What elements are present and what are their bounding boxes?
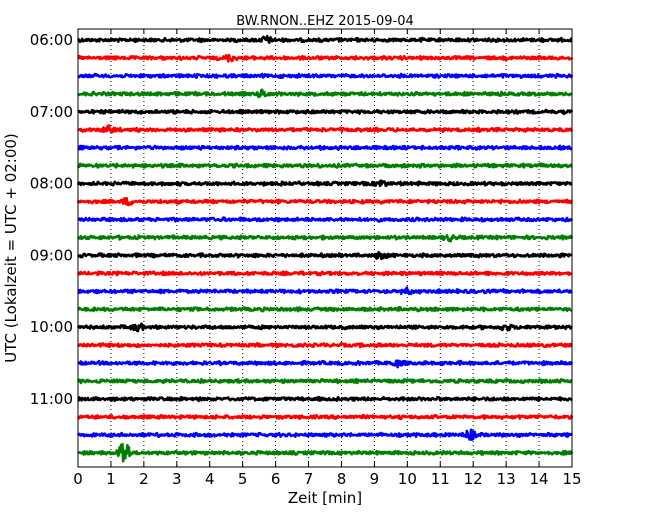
seismic-trace <box>77 341 573 349</box>
x-tick-label: 2 <box>139 470 149 488</box>
trace-group <box>76 34 574 463</box>
seismic-trace <box>76 322 573 333</box>
seismic-trace <box>76 162 573 169</box>
x-tick-label: 5 <box>238 470 248 488</box>
seismic-trace <box>76 197 574 207</box>
x-tick-label: 11 <box>431 470 450 488</box>
x-tick-label: 7 <box>304 470 314 488</box>
y-tick-label: 10:00 <box>30 318 73 336</box>
y-tick-label: 08:00 <box>30 175 73 193</box>
seismic-trace <box>77 413 574 421</box>
x-tick-label: 13 <box>497 470 516 488</box>
x-tick-label: 10 <box>398 470 417 488</box>
seismic-trace <box>77 124 574 134</box>
x-tick-label: 0 <box>73 470 83 488</box>
seismic-trace <box>77 377 573 385</box>
seismic-trace <box>77 72 574 80</box>
seismic-trace <box>77 359 574 369</box>
seismic-trace <box>77 442 574 463</box>
y-tick-label: 09:00 <box>30 246 73 264</box>
x-tick-label: 14 <box>530 470 549 488</box>
y-axis-label: UTC (Lokalzeit = UTC + 02:00) <box>2 133 20 363</box>
seismic-trace <box>76 250 573 261</box>
seismic-trace <box>77 108 574 115</box>
seismic-trace <box>77 270 573 277</box>
seismic-trace <box>77 88 573 99</box>
seismic-trace <box>77 306 573 313</box>
x-axis-label: Zeit [min] <box>288 489 362 507</box>
seismic-trace <box>76 428 574 442</box>
y-axis: 06:00 07:00 08:00 09:00 10:00 11:00 <box>30 31 572 408</box>
x-tick-label: 3 <box>172 470 182 488</box>
x-tick-label: 12 <box>464 470 483 488</box>
x-tick-label: 15 <box>562 470 581 488</box>
chart-title: BW.RNON..EHZ 2015-09-04 <box>236 14 414 29</box>
seismic-trace <box>76 179 573 188</box>
y-tick-label: 06:00 <box>30 31 73 49</box>
plot-frame <box>77 28 573 468</box>
seismic-trace <box>76 34 573 44</box>
seismic-trace <box>77 286 573 296</box>
x-tick-label: 1 <box>106 470 116 488</box>
x-tick-label: 8 <box>337 470 347 488</box>
x-tick-label: 6 <box>271 470 281 488</box>
seismic-trace <box>77 216 574 223</box>
x-axis: 0 1 2 3 4 5 6 7 8 9 10 11 12 13 14 15 <box>73 29 582 488</box>
seismic-trace <box>77 53 574 63</box>
seismic-trace <box>77 144 573 151</box>
x-tick-label: 4 <box>205 470 215 488</box>
seismic-trace <box>77 234 574 243</box>
y-tick-label: 07:00 <box>30 103 73 121</box>
y-tick-label: 11:00 <box>30 390 73 408</box>
seismic-trace <box>77 395 573 403</box>
x-tick-label: 9 <box>370 470 380 488</box>
